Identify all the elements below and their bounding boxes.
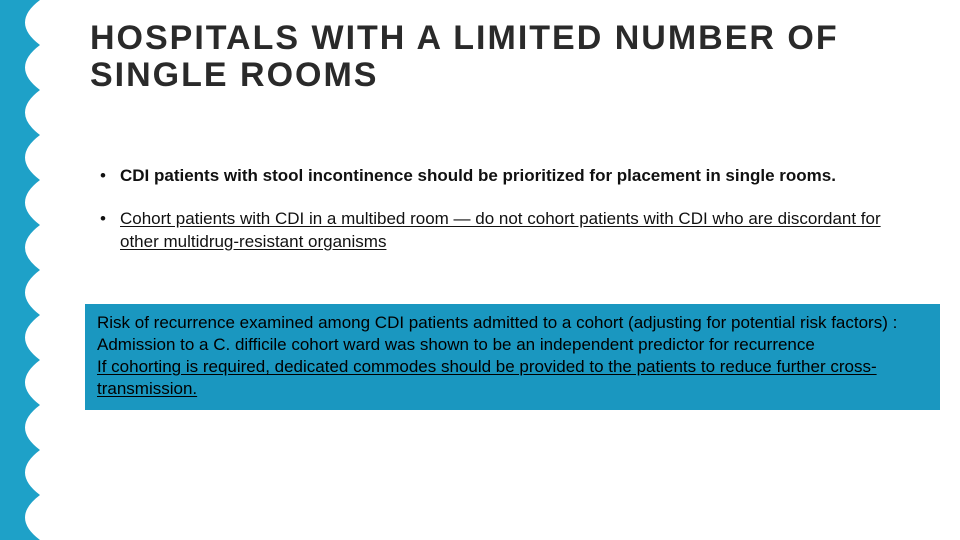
wave-svg: [0, 0, 60, 540]
bullet-text: Cohort patients with CDI in a multibed r…: [120, 209, 881, 251]
slide-content: HOSPITALS WITH A LIMITED NUMBER OF SINGL…: [90, 20, 930, 410]
callout-line: Admission to a C. difficile cohort ward …: [97, 334, 928, 356]
left-wave-decoration: [0, 0, 60, 540]
callout-line: If cohorting is required, dedicated comm…: [97, 356, 928, 400]
slide-title: HOSPITALS WITH A LIMITED NUMBER OF SINGL…: [90, 20, 930, 95]
list-item: Cohort patients with CDI in a multibed r…: [120, 208, 920, 254]
list-item: CDI patients with stool incontinence sho…: [120, 165, 920, 188]
bullet-list: CDI patients with stool incontinence sho…: [90, 165, 930, 254]
callout-line: Risk of recurrence examined among CDI pa…: [97, 312, 928, 334]
callout-box: Risk of recurrence examined among CDI pa…: [85, 304, 940, 410]
bullet-text: CDI patients with stool incontinence sho…: [120, 166, 836, 185]
